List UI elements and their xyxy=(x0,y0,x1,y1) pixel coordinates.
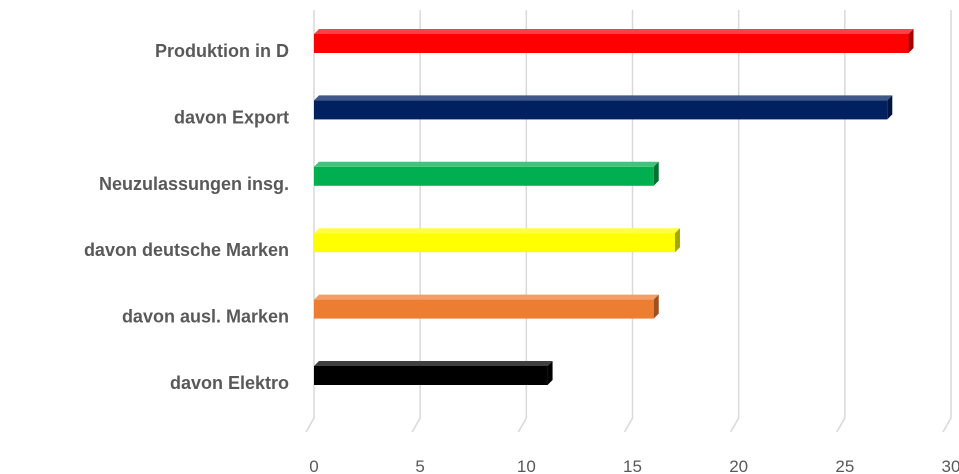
bar xyxy=(314,161,659,186)
bar xyxy=(314,294,659,319)
bar-side-face xyxy=(653,294,659,319)
category-label: davon Elektro xyxy=(170,373,289,393)
bars xyxy=(314,29,914,385)
bar-side-face xyxy=(547,361,553,385)
gridline xyxy=(411,10,421,433)
bar-top-face xyxy=(314,95,893,101)
bar-front-face xyxy=(314,34,909,53)
bar-front-face xyxy=(314,233,675,253)
category-label: Neuzulassungen insg. xyxy=(99,174,289,194)
category-label: davon ausl. Marken xyxy=(122,307,289,327)
gridlines xyxy=(305,10,952,433)
bar-side-face xyxy=(653,161,659,186)
bar-top-face xyxy=(314,294,659,300)
x-tick-label: 30 xyxy=(942,457,959,474)
tick-labels: 0 5 10 15 20 25 30 xyxy=(309,457,959,474)
bar xyxy=(314,361,553,385)
gridline xyxy=(836,10,846,433)
category-label: davon Export xyxy=(174,107,289,127)
x-tick-label: 20 xyxy=(729,457,748,474)
gridline xyxy=(623,10,634,433)
bar-top-face xyxy=(314,361,553,366)
category-label: Produktion in D xyxy=(155,41,289,61)
x-tick-label: 5 xyxy=(415,457,424,474)
bar xyxy=(314,95,893,120)
bar-top-face xyxy=(314,161,659,167)
bar-side-face xyxy=(908,29,914,53)
bar-top-face xyxy=(314,29,914,34)
gridline xyxy=(942,10,952,433)
bar-side-face xyxy=(887,95,893,120)
x-tick-label: 25 xyxy=(835,457,854,474)
bar-front-face xyxy=(314,299,654,319)
x-tick-label: 15 xyxy=(623,457,642,474)
x-tick-label: 0 xyxy=(309,457,318,474)
gridline xyxy=(305,10,315,433)
gridline xyxy=(730,10,740,433)
bar-front-face xyxy=(314,366,548,385)
gridline xyxy=(517,10,528,433)
bar-side-face xyxy=(674,228,680,253)
bar-top-face xyxy=(314,228,680,234)
category-labels: Produktion in D davon Export Neuzulassunge… xyxy=(84,41,289,393)
bar-front-face xyxy=(314,100,888,120)
x-tick-label: 10 xyxy=(517,457,536,474)
bar xyxy=(314,228,680,253)
bar xyxy=(314,29,914,53)
category-label: davon deutsche Marken xyxy=(84,240,289,260)
bar-front-face xyxy=(314,166,654,186)
